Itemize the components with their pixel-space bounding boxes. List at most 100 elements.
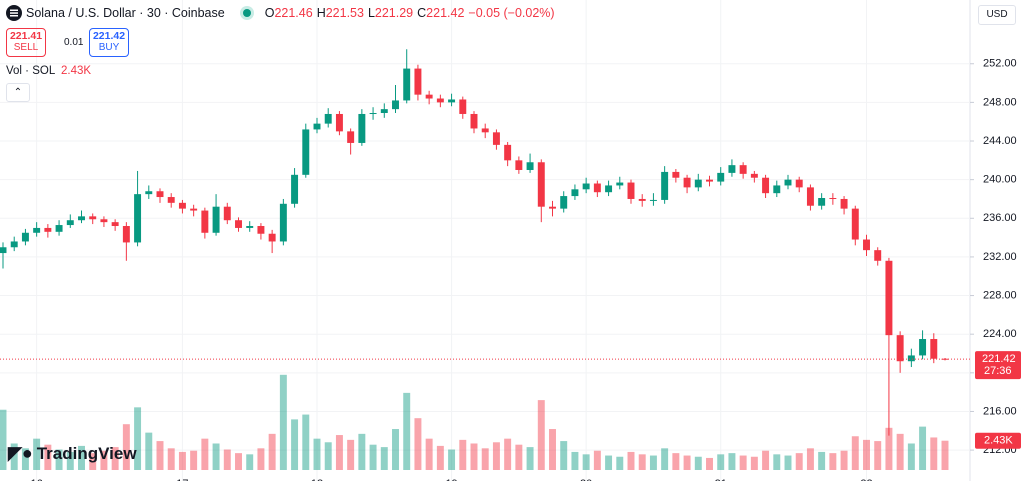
candle-body — [739, 165, 747, 174]
volume-bar — [100, 450, 108, 470]
candle-body — [291, 174, 299, 204]
currency-select[interactable]: USD — [978, 5, 1016, 25]
volume-bar — [829, 453, 837, 470]
candle-body — [762, 177, 770, 194]
y-tick-label: 216.00 — [983, 405, 1017, 417]
volume-bar — [649, 455, 657, 470]
volume-bar — [403, 392, 411, 470]
volume-bar — [89, 453, 97, 470]
volume-bar — [896, 433, 904, 470]
volume-bar — [470, 443, 478, 470]
candle-body — [593, 183, 601, 193]
candle-body — [10, 241, 18, 248]
y-tick-label: 224.00 — [983, 328, 1017, 340]
brand-name: TradingView — [36, 443, 137, 463]
candle-body — [683, 177, 691, 188]
volume-bar — [369, 444, 377, 470]
volume-bar — [571, 451, 579, 470]
volume-bar — [863, 439, 870, 470]
volume-bar — [504, 438, 512, 470]
ohlc-letter: O — [264, 6, 275, 20]
candle-body — [537, 162, 545, 207]
change: −0.05 (−0.02%) — [468, 6, 555, 20]
last-price-label: 221.42 — [982, 353, 1016, 365]
volume-bar — [492, 442, 500, 470]
candle-body — [784, 179, 792, 186]
candle-body — [414, 68, 422, 95]
x-tick-label: 16 — [31, 478, 43, 481]
buy-price: 221.42 — [92, 30, 126, 42]
candle-body — [268, 233, 276, 242]
volume-bar — [481, 448, 489, 470]
symbol-title[interactable]: Solana / U.S. Dollar · 30 · Coinbase — [26, 6, 225, 20]
volume-bar — [784, 455, 792, 470]
candle-body — [481, 128, 489, 133]
candle-body — [706, 179, 713, 182]
ohlc-letter: H — [316, 6, 326, 20]
volume-bar — [347, 439, 355, 470]
volume-bar — [358, 433, 366, 470]
candle-body — [257, 226, 265, 234]
volume-bar — [313, 438, 321, 470]
volume-bar — [190, 450, 198, 470]
volume-bar — [448, 449, 456, 470]
candle-body — [167, 197, 175, 203]
volume-bar — [526, 447, 534, 470]
candle-body — [145, 191, 153, 195]
volume-bar — [302, 414, 310, 470]
candle-body — [21, 232, 29, 242]
volume-name: Vol · SOL — [6, 65, 55, 77]
ohlc-letter: L — [367, 6, 375, 20]
volume-bar — [459, 439, 467, 470]
volume-bar — [537, 400, 545, 470]
volume-bar — [717, 454, 725, 470]
volume-bar — [795, 453, 803, 470]
collapse-button[interactable]: ⌃ — [6, 83, 30, 102]
candle-body — [851, 208, 859, 240]
volume-bar — [582, 454, 590, 470]
sell-button[interactable]: 221.41 SELL — [6, 28, 46, 57]
candle-body — [750, 173, 758, 178]
candle-body — [773, 185, 781, 194]
candle-body — [178, 202, 186, 209]
candle-body — [0, 247, 7, 254]
candle-body — [806, 187, 814, 206]
x-tick-label: 19 — [445, 478, 457, 481]
candle-body — [134, 194, 142, 243]
low-value: 221.29 — [374, 6, 414, 20]
volume-bar — [156, 441, 164, 470]
volume-bar — [930, 437, 938, 470]
candle-body — [526, 162, 534, 170]
candle-body — [896, 335, 904, 362]
candle-body — [313, 123, 321, 130]
volume-bar — [291, 419, 299, 470]
buy-button[interactable]: 221.42 BUY — [89, 28, 129, 57]
candle-body — [649, 199, 657, 201]
volume-bar — [223, 449, 231, 470]
candle-body — [470, 113, 478, 129]
volume-bar — [874, 441, 882, 470]
candle-body — [661, 171, 669, 200]
candle-body — [302, 129, 310, 175]
candle-body — [156, 191, 164, 198]
volume-bar — [605, 455, 613, 470]
candle-body — [212, 206, 220, 233]
candle-body — [369, 113, 377, 115]
volume-bar — [66, 451, 74, 470]
high-value: 221.53 — [325, 6, 364, 20]
y-tick-label: 244.00 — [983, 135, 1017, 147]
candle-body — [560, 196, 568, 209]
volume-bar — [145, 432, 153, 470]
x-tick-label: 22 — [860, 478, 872, 481]
candle-body — [863, 239, 870, 251]
candle-body — [122, 226, 130, 243]
open-value: 221.46 — [274, 6, 313, 20]
candle-body — [392, 100, 399, 110]
x-tick-label: 20 — [580, 478, 592, 481]
volume-bar — [515, 444, 523, 470]
candle-body — [223, 206, 231, 221]
candle-body — [616, 182, 624, 186]
candle-body — [33, 227, 41, 233]
candle-body — [201, 210, 209, 233]
volume-bar — [246, 454, 254, 470]
